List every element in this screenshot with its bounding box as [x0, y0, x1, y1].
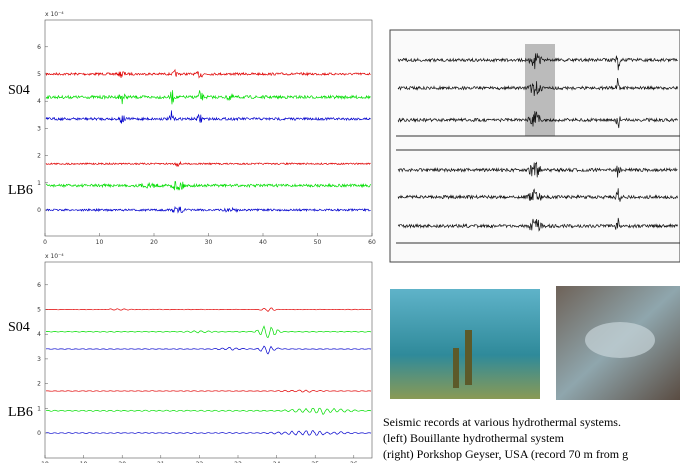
caption-line: (left) Bouillante hydrothermal system [383, 431, 565, 445]
photo-detail [585, 322, 655, 358]
plot-frame [45, 20, 372, 236]
station-label: S04 [8, 83, 30, 98]
y-tick-label: 5 [37, 71, 41, 78]
station-label: S04 [8, 320, 30, 335]
y-tick-label: 6 [37, 282, 41, 289]
y-tick-label: 1 [37, 405, 41, 412]
x-tick-label: 30 [205, 239, 213, 246]
y-tick-label: 3 [37, 356, 41, 363]
x-tick-label: 10 [96, 239, 104, 246]
station-label: LB6 [8, 405, 33, 420]
caption-line: Seismic records at various hydrothermal … [383, 415, 621, 429]
exponent-label: x 10⁻⁴ [45, 11, 64, 18]
caption-line: (right) Porkshop Geyser, USA (record 70 … [383, 447, 628, 461]
y-tick-label: 0 [37, 430, 41, 437]
exponent-label: x 10⁻⁴ [45, 253, 64, 260]
x-tick-label: 60 [368, 239, 376, 246]
y-tick-label: 6 [37, 44, 41, 51]
y-tick-label: 4 [37, 331, 41, 338]
y-tick-label: 2 [37, 153, 41, 160]
y-tick-label: 4 [37, 98, 41, 105]
y-tick-label: 0 [37, 207, 41, 214]
x-tick-label: 0 [43, 239, 47, 246]
station-label: LB6 [8, 183, 33, 198]
photo-detail [453, 348, 459, 388]
slide: Seismic records at various hydrothermal … [0, 0, 680, 463]
y-tick-label: 5 [37, 307, 41, 314]
x-tick-label: 20 [150, 239, 158, 246]
photo-detail [465, 330, 472, 385]
plot-frame [45, 262, 372, 458]
y-tick-label: 2 [37, 381, 41, 388]
y-tick-label: 1 [37, 180, 41, 187]
x-tick-label: 40 [259, 239, 267, 246]
x-tick-label: 50 [314, 239, 322, 246]
y-tick-label: 3 [37, 125, 41, 132]
